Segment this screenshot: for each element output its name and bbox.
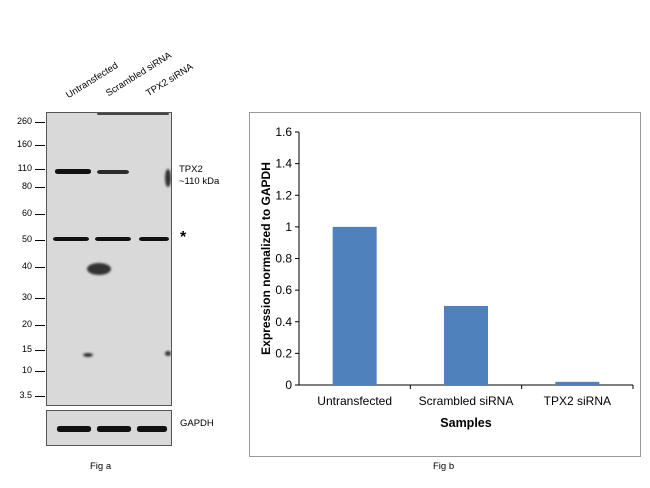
- chart-frame: 0 0.2 0.4 0.6 0.8 1 1.2 1.4 1.6 Untransfected Scra…: [249, 112, 641, 457]
- band-tpx2-untransfected: [55, 169, 91, 174]
- band-tpx2-scrambled: [97, 170, 129, 174]
- mw-tick: [35, 214, 45, 215]
- x-tick-label: Untransfected: [317, 394, 392, 408]
- blot-image: [46, 112, 172, 406]
- y-tick-label: 0: [285, 378, 292, 392]
- y-axis-title: Expression normalized to GAPDH: [259, 162, 273, 355]
- x-tick-label: TPX2 siRNA: [544, 394, 611, 408]
- mw-marker: 3.5: [19, 390, 32, 400]
- mw-tick: [35, 350, 45, 351]
- y-tick-label: 1.4: [275, 157, 292, 171]
- y-tick-label: 0.8: [275, 252, 292, 266]
- bar-chart: 0 0.2 0.4 0.6 0.8 1 1.2 1.4 1.6 Untransfected Scra…: [259, 125, 634, 430]
- mw-marker: 50: [21, 234, 32, 244]
- y-tick-label: 0.4: [275, 315, 292, 329]
- mw-tick: [35, 298, 45, 299]
- fig-b-caption: Fig b: [433, 461, 455, 472]
- asterisk-marker: *: [180, 229, 187, 246]
- bar: [332, 226, 377, 385]
- mw-marker: 110: [17, 163, 32, 173]
- mw-tick: [35, 145, 45, 146]
- blot-artifact: [165, 351, 171, 356]
- bar: [555, 381, 600, 385]
- mw-tick: [35, 169, 45, 170]
- mw-tick: [35, 267, 45, 268]
- mw-marker: 80: [21, 181, 32, 191]
- gapdh-band-scrambled: [97, 426, 131, 432]
- mw-tick: [35, 187, 45, 188]
- tpx2-kda-label: ~110 kDa: [179, 176, 220, 187]
- y-tick-label: 1: [285, 220, 292, 234]
- band-nonspecific-tpx2: [139, 237, 169, 241]
- y-tick-label: 0.6: [275, 283, 292, 297]
- band-top-edge: [97, 113, 169, 115]
- band-nonspecific-untransfected: [53, 237, 89, 241]
- y-tick-label: 1.2: [275, 188, 292, 202]
- mw-tick: [35, 122, 45, 123]
- mw-marker: 15: [21, 344, 32, 354]
- mw-tick: [35, 396, 45, 397]
- gapdh-band-tpx2: [137, 426, 167, 432]
- fig-a-caption: Fig a: [90, 461, 112, 472]
- tpx2-band-label: TPX2 ~110 kDa: [179, 164, 219, 188]
- x-axis-title: Samples: [440, 416, 491, 430]
- gapdh-blot-image: [46, 410, 172, 446]
- y-tick-label: 1.6: [275, 125, 292, 139]
- mw-marker: 40: [21, 261, 32, 271]
- mw-marker: 30: [21, 292, 32, 302]
- mw-tick: [35, 371, 45, 372]
- band-nonspecific-scrambled: [95, 237, 131, 241]
- blot-artifact: [87, 263, 111, 275]
- bar: [444, 305, 488, 385]
- mw-marker: 10: [21, 365, 32, 375]
- blot-artifact: [165, 169, 171, 187]
- mw-marker: 60: [21, 208, 32, 218]
- mw-marker: 160: [16, 139, 32, 149]
- lane-label-scrambled: Scrambled siRNA: [104, 49, 174, 99]
- blot-artifact: [83, 353, 93, 357]
- x-tick-label: Scrambled siRNA: [419, 394, 514, 408]
- mw-marker: 20: [21, 319, 32, 329]
- gapdh-band-untransfected: [57, 426, 91, 432]
- mw-tick: [35, 240, 45, 241]
- y-tick-label: 0.2: [275, 346, 292, 360]
- gapdh-label: GAPDH: [180, 418, 214, 429]
- mw-tick: [35, 325, 45, 326]
- tpx2-label: TPX2: [179, 164, 203, 175]
- mw-marker: 260: [16, 116, 32, 126]
